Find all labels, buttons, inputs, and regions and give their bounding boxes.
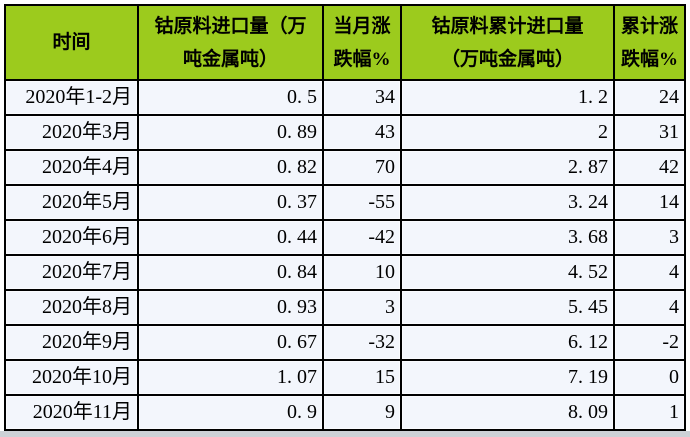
- cell-mom-change: 34: [322, 79, 402, 116]
- col-header-time: 时间: [4, 4, 139, 81]
- cell-monthly-import: 0. 67: [137, 324, 324, 361]
- cell-mom-change: -55: [322, 184, 402, 221]
- cell-cumulative-change: 31: [613, 114, 686, 151]
- cell-mom-change: 15: [322, 359, 402, 396]
- cell-period: 2020年8月: [4, 289, 139, 326]
- cell-cumulative-change: 3: [613, 219, 686, 256]
- cell-cumulative-import: 2: [400, 114, 615, 151]
- col-header-mom-change: 当月涨 跌幅%: [322, 4, 402, 81]
- cell-monthly-import: 1. 07: [137, 359, 324, 396]
- table-row: 2020年5月 0. 37 -55 3. 24 14: [4, 184, 686, 221]
- col-header-monthly-import: 钴原料进口量（万 吨金属吨）: [137, 4, 324, 81]
- cell-period: 2020年11月: [4, 394, 139, 431]
- table-row: 2020年10月 1. 07 15 7. 19 0: [4, 359, 686, 396]
- cell-monthly-import: 0. 93: [137, 289, 324, 326]
- cell-monthly-import: 0. 89: [137, 114, 324, 151]
- table-row: 2020年7月 0. 84 10 4. 52 4: [4, 254, 686, 291]
- cell-mom-change: 70: [322, 149, 402, 186]
- cell-monthly-import: 0. 82: [137, 149, 324, 186]
- cell-period: 2020年6月: [4, 219, 139, 256]
- cell-monthly-import: 0. 5: [137, 79, 324, 116]
- cell-period: 2020年5月: [4, 184, 139, 221]
- cell-mom-change: -42: [322, 219, 402, 256]
- table-row: 2020年6月 0. 44 -42 3. 68 3: [4, 219, 686, 256]
- cell-cumulative-import: 4. 52: [400, 254, 615, 291]
- cell-cumulative-import: 2. 87: [400, 149, 615, 186]
- cell-mom-change: -32: [322, 324, 402, 361]
- cell-cumulative-import: 7. 19: [400, 359, 615, 396]
- cell-mom-change: 3: [322, 289, 402, 326]
- cell-cumulative-import: 1. 2: [400, 79, 615, 116]
- cell-mom-change: 10: [322, 254, 402, 291]
- cell-cumulative-change: -2: [613, 324, 686, 361]
- cell-period: 2020年7月: [4, 254, 139, 291]
- cell-cumulative-change: 42: [613, 149, 686, 186]
- cell-cumulative-change: 24: [613, 79, 686, 116]
- cell-monthly-import: 0. 44: [137, 219, 324, 256]
- cell-period: 2020年3月: [4, 114, 139, 151]
- cell-period: 2020年10月: [4, 359, 139, 396]
- cell-monthly-import: 0. 84: [137, 254, 324, 291]
- cell-period: 2020年4月: [4, 149, 139, 186]
- cell-cumulative-import: 8. 09: [400, 394, 615, 431]
- col-header-cumulative-change: 累计涨 跌幅%: [613, 4, 686, 81]
- cell-mom-change: 43: [322, 114, 402, 151]
- cell-period: 2020年1-2月: [4, 79, 139, 116]
- cell-cumulative-change: 1: [613, 394, 686, 431]
- cell-monthly-import: 0. 9: [137, 394, 324, 431]
- cell-cumulative-import: 5. 45: [400, 289, 615, 326]
- header-row: 时间 钴原料进口量（万 吨金属吨） 当月涨 跌幅% 钴原料累计进口量 （万吨金属…: [4, 4, 686, 81]
- cell-cumulative-change: 0: [613, 359, 686, 396]
- table-row: 2020年3月 0. 89 43 2 31: [4, 114, 686, 151]
- cell-cumulative-change: 4: [613, 254, 686, 291]
- cell-cumulative-change: 4: [613, 289, 686, 326]
- cell-monthly-import: 0. 37: [137, 184, 324, 221]
- table-row: 2020年1-2月 0. 5 34 1. 2 24: [4, 79, 686, 116]
- table-row: 2020年4月 0. 82 70 2. 87 42: [4, 149, 686, 186]
- table-row: 2020年11月 0. 9 9 8. 09 1: [4, 394, 686, 431]
- bottom-gray-strip: [0, 431, 690, 437]
- cell-cumulative-change: 14: [613, 184, 686, 221]
- cell-period: 2020年9月: [4, 324, 139, 361]
- cobalt-import-table: 时间 钴原料进口量（万 吨金属吨） 当月涨 跌幅% 钴原料累计进口量 （万吨金属…: [4, 4, 686, 431]
- col-header-cumulative-import: 钴原料累计进口量 （万吨金属吨）: [400, 4, 615, 81]
- cell-cumulative-import: 3. 24: [400, 184, 615, 221]
- table-row: 2020年9月 0. 67 -32 6. 12 -2: [4, 324, 686, 361]
- cell-cumulative-import: 3. 68: [400, 219, 615, 256]
- cell-cumulative-import: 6. 12: [400, 324, 615, 361]
- table-row: 2020年8月 0. 93 3 5. 45 4: [4, 289, 686, 326]
- cell-mom-change: 9: [322, 394, 402, 431]
